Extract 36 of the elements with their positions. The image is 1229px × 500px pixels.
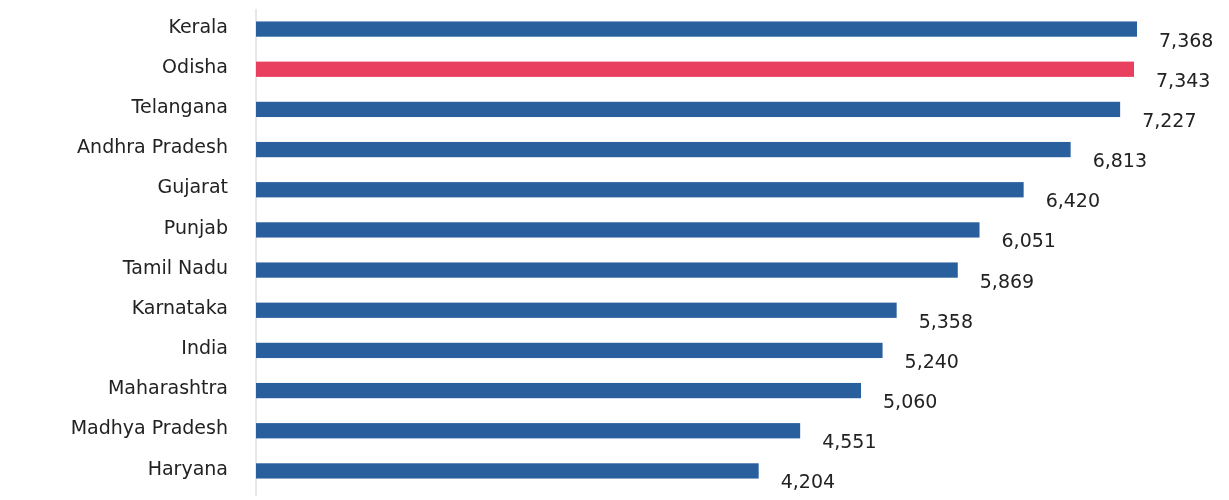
- data-label: 6,051: [1001, 229, 1056, 252]
- data-label: 7,343: [1156, 68, 1211, 91]
- bar: [256, 382, 862, 399]
- data-label: 4,204: [780, 470, 836, 493]
- bar: [256, 101, 1121, 118]
- bar: [256, 423, 801, 439]
- bar: [256, 182, 1024, 198]
- y-tick-label: India: [181, 336, 228, 359]
- data-label: 4,551: [822, 430, 877, 453]
- bar: [256, 463, 759, 479]
- bar: [256, 61, 1135, 77]
- bar: [256, 141, 1071, 158]
- data-label: 5,358: [918, 309, 974, 332]
- bar: [256, 262, 958, 278]
- y-tick-label: Haryana: [147, 456, 228, 479]
- data-label: 5,240: [904, 349, 959, 372]
- y-tick-label: Maharashtra: [107, 376, 228, 399]
- bar: [256, 21, 1137, 37]
- data-label: 5,060: [883, 390, 938, 413]
- data-label: 6,813: [1092, 149, 1148, 172]
- bar: [256, 342, 883, 359]
- y-tick-label: Gujarat: [157, 175, 228, 198]
- bar: [256, 302, 897, 318]
- y-tick-label: Punjab: [163, 215, 228, 238]
- y-tick-label: Andhra Pradesh: [77, 135, 228, 158]
- y-tick-label: Kerala: [168, 14, 228, 37]
- data-label: 5,869: [979, 269, 1035, 292]
- y-tick-label: Telangana: [130, 95, 228, 118]
- data-label: 7,227: [1142, 108, 1197, 131]
- y-tick-label: Odisha: [162, 54, 228, 77]
- y-tick-label: Tamil Nadu: [121, 255, 228, 278]
- y-tick-label: Karnataka: [131, 295, 228, 318]
- data-label: 7,368: [1159, 28, 1214, 51]
- data-label: 6,420: [1045, 189, 1101, 212]
- y-tick-label: Madhya Pradesh: [70, 416, 228, 439]
- bar: [256, 222, 980, 238]
